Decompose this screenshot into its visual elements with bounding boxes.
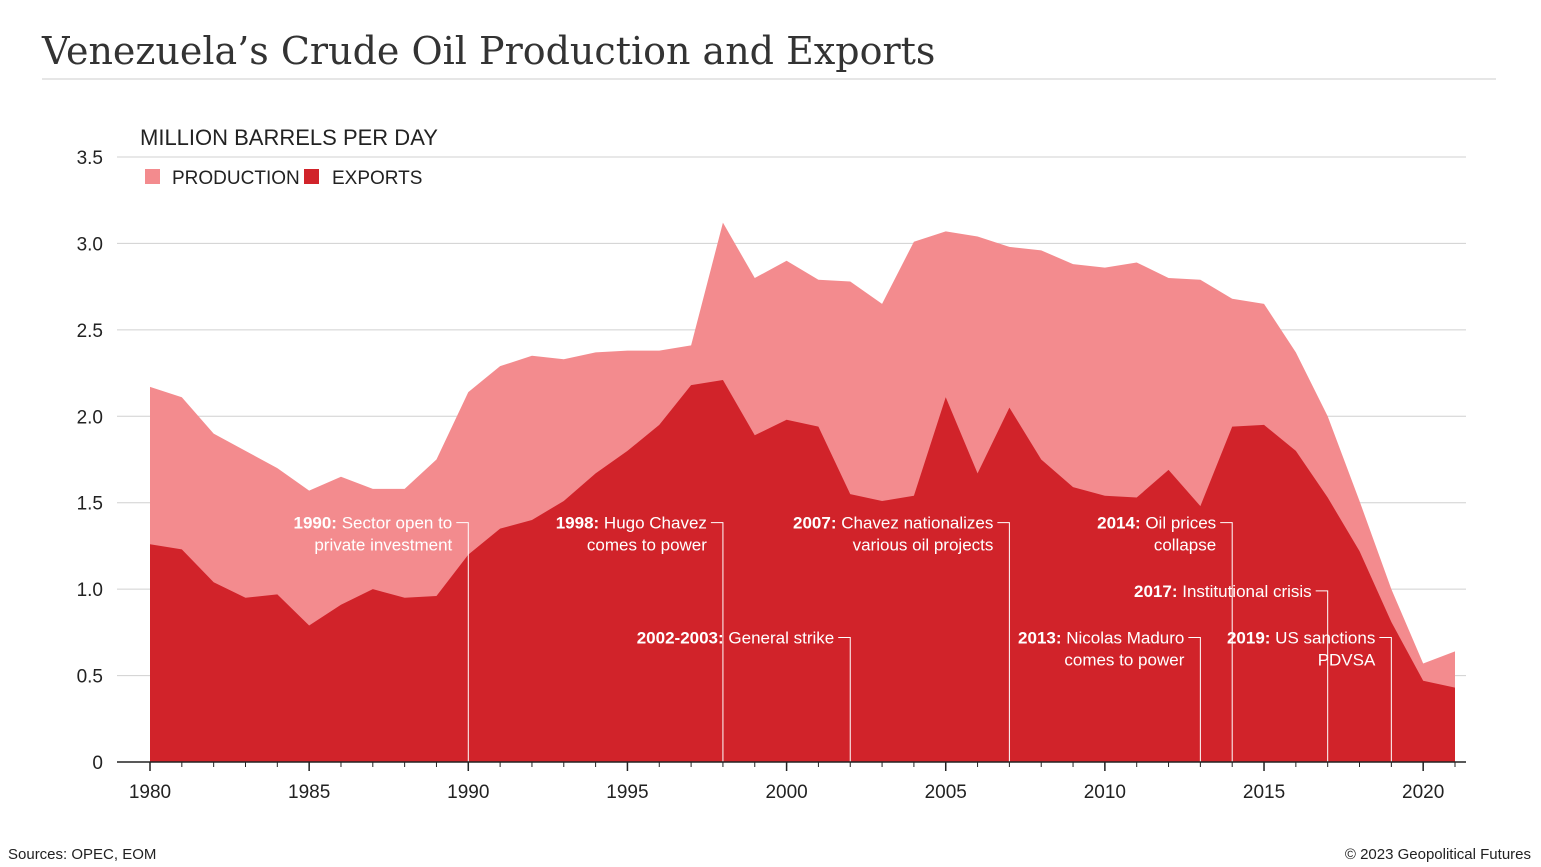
annotation-leader [997, 522, 1010, 762]
annotation-line1: Oil prices [1141, 514, 1217, 533]
annotation-text: 1998: Hugo Chavez [556, 514, 707, 533]
annotation-line2: private investment [314, 536, 452, 555]
legend: PRODUCTION EXPORTS [145, 168, 422, 189]
annotation-year: 2014: [1097, 514, 1140, 533]
y-tick-label: 3.5 [77, 148, 103, 169]
annotation-text: 2017: Institutional crisis [1134, 582, 1312, 601]
y-tick-label: 0 [92, 753, 103, 774]
x-tick-label: 1980 [129, 782, 171, 803]
axes: 0 0.5 1.0 1.5 2.0 2.5 3.0 3.5 1980 1985 1990 1995 20… [77, 148, 1466, 803]
annotation-line2: comes to power [587, 536, 707, 555]
y-tick-label: 2.5 [77, 321, 103, 342]
annotation-year: 1998: [556, 514, 599, 533]
annotation-line1: Institutional crisis [1178, 582, 1312, 601]
annotation-year: 2002-2003: [637, 629, 724, 648]
annotation-line1: Sector open to [337, 514, 452, 533]
annotation-text: 2002-2003: General strike [637, 629, 835, 648]
annotation-line2: comes to power [1064, 651, 1184, 670]
annotation-2013: 2013: Nicolas Maduro comes to power [1018, 629, 1201, 762]
footer-copyright: © 2023 Geopolitical Futures [1345, 846, 1531, 863]
annotation-text: 1990: Sector open to [293, 514, 452, 533]
y-tick-label: 1.5 [77, 494, 103, 515]
x-tick-label: 2000 [765, 782, 807, 803]
annotation-year: 2019: [1227, 629, 1270, 648]
x-tick-label: 1985 [288, 782, 330, 803]
annotation-2017: 2017: Institutional crisis [1134, 582, 1329, 762]
x-tick-label: 1990 [447, 782, 489, 803]
y-axis-label: MILLION BARRELS PER DAY [140, 125, 438, 150]
x-tick-label: 2015 [1243, 782, 1285, 803]
annotation-leader [1188, 637, 1201, 762]
annotation-leader [456, 522, 469, 762]
x-tick-label: 2020 [1402, 782, 1444, 803]
annotation-1998: 1998: Hugo Chavez comes to power [556, 514, 724, 762]
annotation-line1: Hugo Chavez [599, 514, 707, 533]
y-tick-label: 1.0 [77, 580, 103, 601]
annotation-text: 2013: Nicolas Maduro [1018, 629, 1184, 648]
y-tick-label: 2.0 [77, 407, 103, 428]
chart-title: Venezuela’s Crude Oil Production and Exp… [41, 29, 935, 73]
annotation-2007: 2007: Chavez nationalizes various oil pro… [793, 514, 1010, 762]
annotation-line2: PDVSA [1318, 651, 1376, 670]
annotation-2014: 2014: Oil prices collapse [1097, 514, 1233, 762]
annotation-year: 2017: [1134, 582, 1177, 601]
annotation-text: 2014: Oil prices [1097, 514, 1216, 533]
legend-label-production: PRODUCTION [172, 168, 300, 189]
annotation-leader [1220, 522, 1233, 762]
annotation-text: 2019: US sanctions [1227, 629, 1375, 648]
legend-swatch-production [145, 169, 160, 184]
x-tick-label: 2010 [1084, 782, 1126, 803]
legend-swatch-exports [304, 169, 319, 184]
annotation-year: 1990: [293, 514, 336, 533]
annotation-2019: 2019: US sanctions PDVSA [1227, 629, 1392, 762]
y-tick-label: 0.5 [77, 667, 103, 688]
y-tick-label: 3.0 [77, 234, 103, 255]
annotation-line1: US sanctions [1270, 629, 1375, 648]
annotation-leader [838, 637, 851, 762]
annotation-leader [1379, 637, 1392, 762]
annotation-line2: collapse [1154, 536, 1216, 555]
area-series [150, 222, 1455, 762]
annotation-text: 2007: Chavez nationalizes [793, 514, 993, 533]
area-exports [150, 379, 1455, 762]
annotation-year: 2007: [793, 514, 836, 533]
annotation-2002: 2002-2003: General strike [637, 629, 851, 762]
annotation-year: 2013: [1018, 629, 1061, 648]
annotation-line1: Nicolas Maduro [1062, 629, 1185, 648]
annotation-line1: Chavez nationalizes [837, 514, 994, 533]
footer-sources: Sources: OPEC, EOM [8, 846, 156, 863]
annotation-1990: 1990: Sector open to private investment [293, 514, 469, 762]
legend-label-exports: EXPORTS [332, 168, 422, 189]
annotation-line2: various oil projects [853, 536, 994, 555]
x-tick-label: 2005 [925, 782, 967, 803]
annotation-leader [1315, 590, 1329, 762]
annotation-leader [710, 522, 724, 762]
x-tick-label: 1995 [606, 782, 648, 803]
annotation-line1: General strike [724, 629, 835, 648]
